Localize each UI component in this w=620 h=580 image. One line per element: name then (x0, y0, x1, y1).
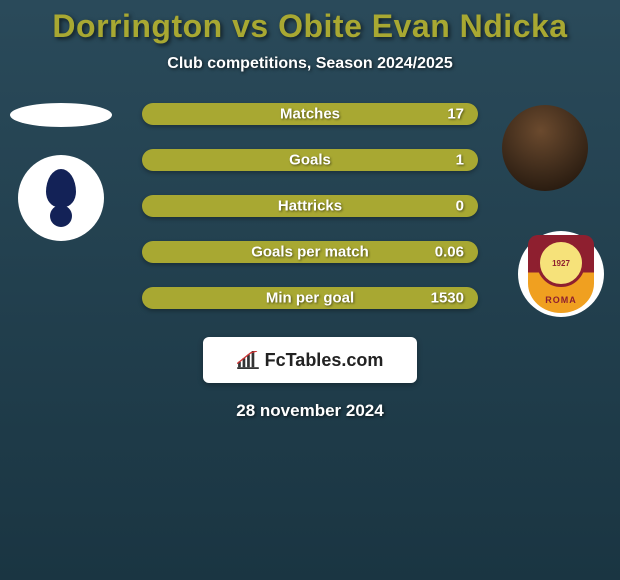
stat-value-right: 1 (456, 152, 464, 169)
stat-label: Hattricks (278, 198, 342, 215)
comparison-card: Dorrington vs Obite Evan Ndicka Club com… (0, 0, 620, 421)
stat-bar: Goals per match 0.06 (142, 241, 478, 263)
roma-badge-icon: 1927 ROMA (528, 235, 594, 313)
comparison-body: 1927 ROMA Matches 17 Goals 1 Hattricks 0… (0, 103, 620, 309)
stat-value-right: 0.06 (435, 244, 464, 261)
stat-bar: Hattricks 0 (142, 195, 478, 217)
stat-label: Goals per match (251, 244, 369, 261)
stat-label: Matches (280, 106, 340, 123)
date-label: 28 november 2024 (0, 401, 620, 421)
stat-value-right: 0 (456, 198, 464, 215)
stat-bar: Matches 17 (142, 103, 478, 125)
bar-chart-icon (237, 351, 259, 369)
player-left-club-badge (18, 155, 104, 241)
stat-label: Goals (289, 152, 331, 169)
brand-text: FcTables.com (265, 350, 384, 371)
brand-badge: FcTables.com (203, 337, 417, 383)
stat-bars: Matches 17 Goals 1 Hattricks 0 Goals per… (142, 103, 478, 309)
stat-bar: Min per goal 1530 (142, 287, 478, 309)
stat-bar: Goals 1 (142, 149, 478, 171)
page-title: Dorrington vs Obite Evan Ndicka (0, 8, 620, 45)
stat-value-right: 1530 (431, 290, 464, 307)
stat-value-right: 17 (447, 106, 464, 123)
player-left-avatar (10, 103, 112, 127)
subtitle: Club competitions, Season 2024/2025 (0, 55, 620, 73)
player-right-avatar (502, 105, 588, 191)
stat-label: Min per goal (266, 290, 354, 307)
player-right-club-badge: 1927 ROMA (518, 231, 604, 317)
tottenham-badge-icon (26, 163, 96, 233)
